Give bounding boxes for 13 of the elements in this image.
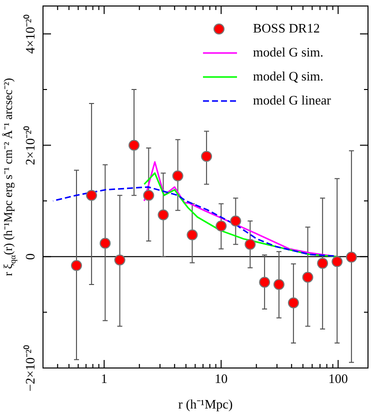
y-tick-label: 2×10⁻²⁰ <box>22 125 38 166</box>
x-tick-label: 100 <box>328 371 348 386</box>
legend-label: model G sim. <box>253 44 324 60</box>
legend-label: BOSS DR12 <box>253 20 320 36</box>
y-tick-label: 0 <box>22 253 38 260</box>
legend-label: model Q sim. <box>253 68 324 84</box>
x-axis-title: r (h⁻¹Mpc) <box>178 396 233 412</box>
y-axis-title: r ξqα(r) (h⁻¹Mpc erg s⁻¹ cm⁻² Å⁻¹ arcsec⁻²) <box>1 78 18 276</box>
x-tick-label: 1 <box>100 371 108 386</box>
legend-label: model G linear <box>253 92 332 108</box>
y-tick-label: −2×10⁻²⁰ <box>22 344 38 392</box>
y-tick-label: 4×10⁻²⁰ <box>22 14 38 54</box>
x-tick-label: 10 <box>214 371 228 386</box>
